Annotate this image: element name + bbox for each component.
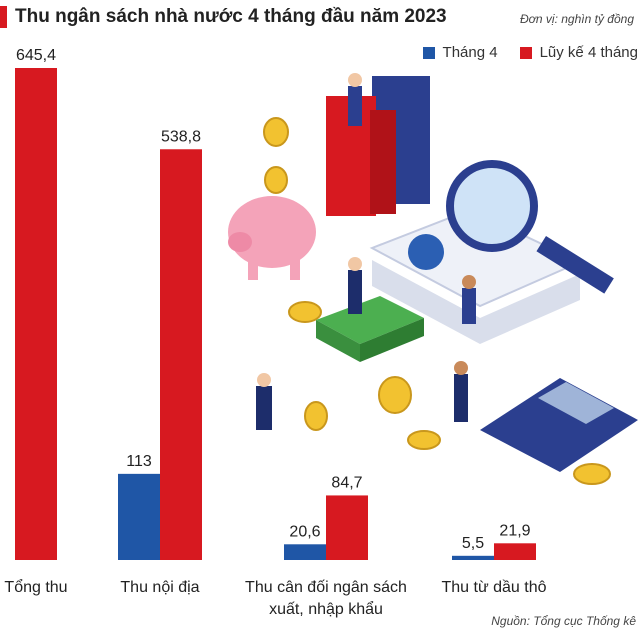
source-note: Nguồn: Tổng cục Thống kê (491, 614, 636, 628)
pie-chart-icon (408, 234, 444, 270)
magnifier-handle (536, 235, 614, 294)
person-icon (454, 374, 468, 422)
legend: Tháng 4 Lũy kế 4 tháng (409, 44, 638, 61)
legend-label-thang4: Tháng 4 (442, 44, 498, 61)
coin-icon (573, 463, 611, 485)
money-icon (360, 318, 424, 362)
piggy-bank-icon (228, 196, 316, 268)
bar-thang4-2 (284, 544, 326, 560)
bar-luyke-3 (494, 543, 536, 560)
category-label-2: xuất, nhập khẩu (269, 600, 383, 618)
bars-layer (15, 68, 536, 560)
bar-luyke-2 (326, 495, 368, 560)
coin-icon (378, 376, 412, 414)
coin-icon (288, 301, 322, 323)
coin-icon (264, 166, 288, 194)
value-label-luyke-0: 645,4 (16, 47, 56, 64)
bar-thang4-1 (118, 473, 160, 560)
legend-swatch-thang4 (422, 46, 435, 59)
person-icon (256, 386, 272, 430)
money-icon (316, 320, 360, 362)
chart-title: Thu ngân sách nhà nước 4 tháng đầu năm 2… (15, 6, 447, 27)
category-label-0: Tổng thu (4, 578, 67, 596)
value-label-luyke-3: 21,9 (499, 522, 530, 539)
value-label-thang4-1: 113 (126, 453, 152, 470)
piggy-leg (290, 258, 300, 280)
title-accent (0, 6, 7, 28)
category-label-3: Thu từ dầu thô (442, 579, 547, 596)
person-head (454, 361, 468, 375)
piggy-snout (228, 232, 252, 252)
value-label-thang4-3: 5,5 (462, 535, 484, 552)
bar-luyke-1 (160, 149, 202, 560)
calculator-screen (538, 382, 614, 424)
piggy-leg (248, 258, 258, 280)
document-stack (372, 260, 580, 344)
title-bar: Thu ngân sách nhà nước 4 tháng đầu năm 2… (0, 6, 447, 28)
value-label-luyke-2: 84,7 (331, 474, 362, 491)
legend-label-luyke: Lũy kế 4 tháng (539, 44, 638, 61)
labels-layer: 645,4 Tổng thu 113 538,8 Thu nội địa 20,6 84,7… (4, 47, 546, 618)
unit-note: Đơn vị: nghìn tỷ đồng (520, 12, 634, 26)
value-label-luyke-1: 538,8 (161, 128, 201, 145)
person-icon (348, 270, 362, 314)
legend-swatch-luyke (519, 46, 532, 59)
binder-icon (370, 110, 396, 214)
value-label-thang4-2: 20,6 (289, 523, 320, 540)
coin-icon (263, 117, 289, 147)
person-head (348, 73, 362, 87)
person-head (348, 257, 362, 271)
person-icon (348, 86, 362, 126)
legend-item-luyke: Lũy kế 4 tháng (519, 44, 638, 61)
coin-icon (304, 401, 328, 431)
bar-luyke-0 (15, 68, 57, 560)
person-head (257, 373, 271, 387)
person-icon (462, 288, 476, 324)
money-icon (316, 296, 424, 344)
coin-icon (407, 430, 441, 450)
magnifier-icon (446, 160, 538, 252)
category-label-1: Thu nội địa (120, 579, 199, 596)
finance-illustration (228, 73, 638, 485)
person-head (462, 275, 476, 289)
category-label-2: Thu cân đối ngân sách (245, 579, 407, 596)
legend-item-thang4: Tháng 4 (422, 44, 498, 61)
bar-thang4-3 (452, 555, 494, 560)
